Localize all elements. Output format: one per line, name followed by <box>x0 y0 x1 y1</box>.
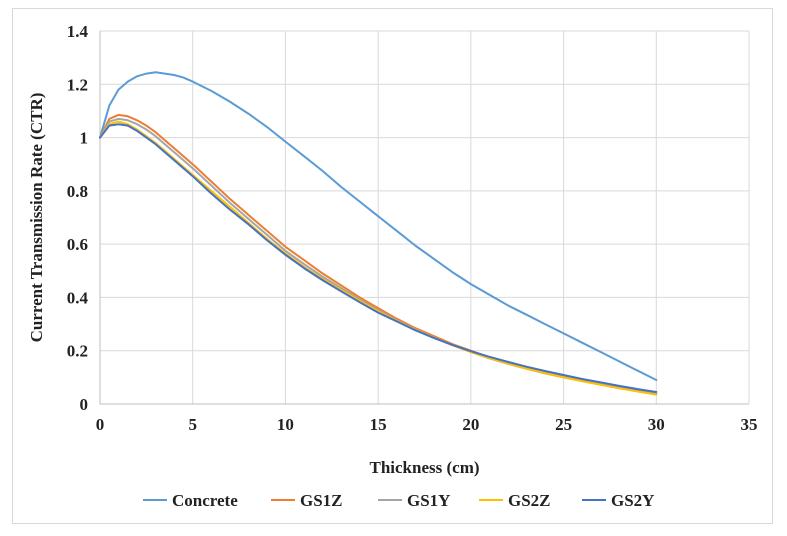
series-layer <box>99 71 658 396</box>
y-tick-label: 0.2 <box>67 342 88 361</box>
axis-ticks: 0 5 10 15 20 25 30 35 0 0.2 0.4 0.6 0.8 1 1.2 1.4 <box>67 22 758 434</box>
x-tick-label: 35 <box>741 415 758 434</box>
legend: Concrete GS1Z GS1Y GS2Z GS2Y <box>143 491 654 510</box>
y-tick-label: 1.2 <box>67 75 88 94</box>
x-tick-label: 20 <box>462 415 479 434</box>
y-tick-label: 0 <box>80 395 89 414</box>
chart-frame <box>12 8 773 524</box>
series-line-concrete <box>99 71 658 381</box>
x-tick-label: 30 <box>648 415 665 434</box>
legend-label-gs1y: GS1Y <box>407 491 450 510</box>
x-tick-label: 25 <box>555 415 572 434</box>
x-tick-label: 10 <box>277 415 294 434</box>
legend-label-gs1z: GS1Z <box>300 491 343 510</box>
y-tick-label: 1.4 <box>67 22 89 41</box>
grid-lines <box>99 30 750 405</box>
y-tick-label: 0.6 <box>67 235 88 254</box>
series-line-gs2y <box>99 123 658 393</box>
y-tick-label: 0.8 <box>67 182 88 201</box>
series-line-gs2z <box>99 120 658 396</box>
x-tick-label: 0 <box>96 415 105 434</box>
legend-label-concrete: Concrete <box>172 491 238 510</box>
legend-label-gs2z: GS2Z <box>508 491 551 510</box>
x-tick-label: 15 <box>370 415 387 434</box>
y-tick-label: 1 <box>80 129 89 148</box>
y-tick-label: 0.4 <box>67 288 89 307</box>
legend-label-gs2y: GS2Y <box>611 491 654 510</box>
y-axis-title: Current Transmission Rate (CTR) <box>27 93 46 343</box>
x-tick-label: 5 <box>188 415 197 434</box>
x-axis-title: Thickness (cm) <box>369 458 479 477</box>
